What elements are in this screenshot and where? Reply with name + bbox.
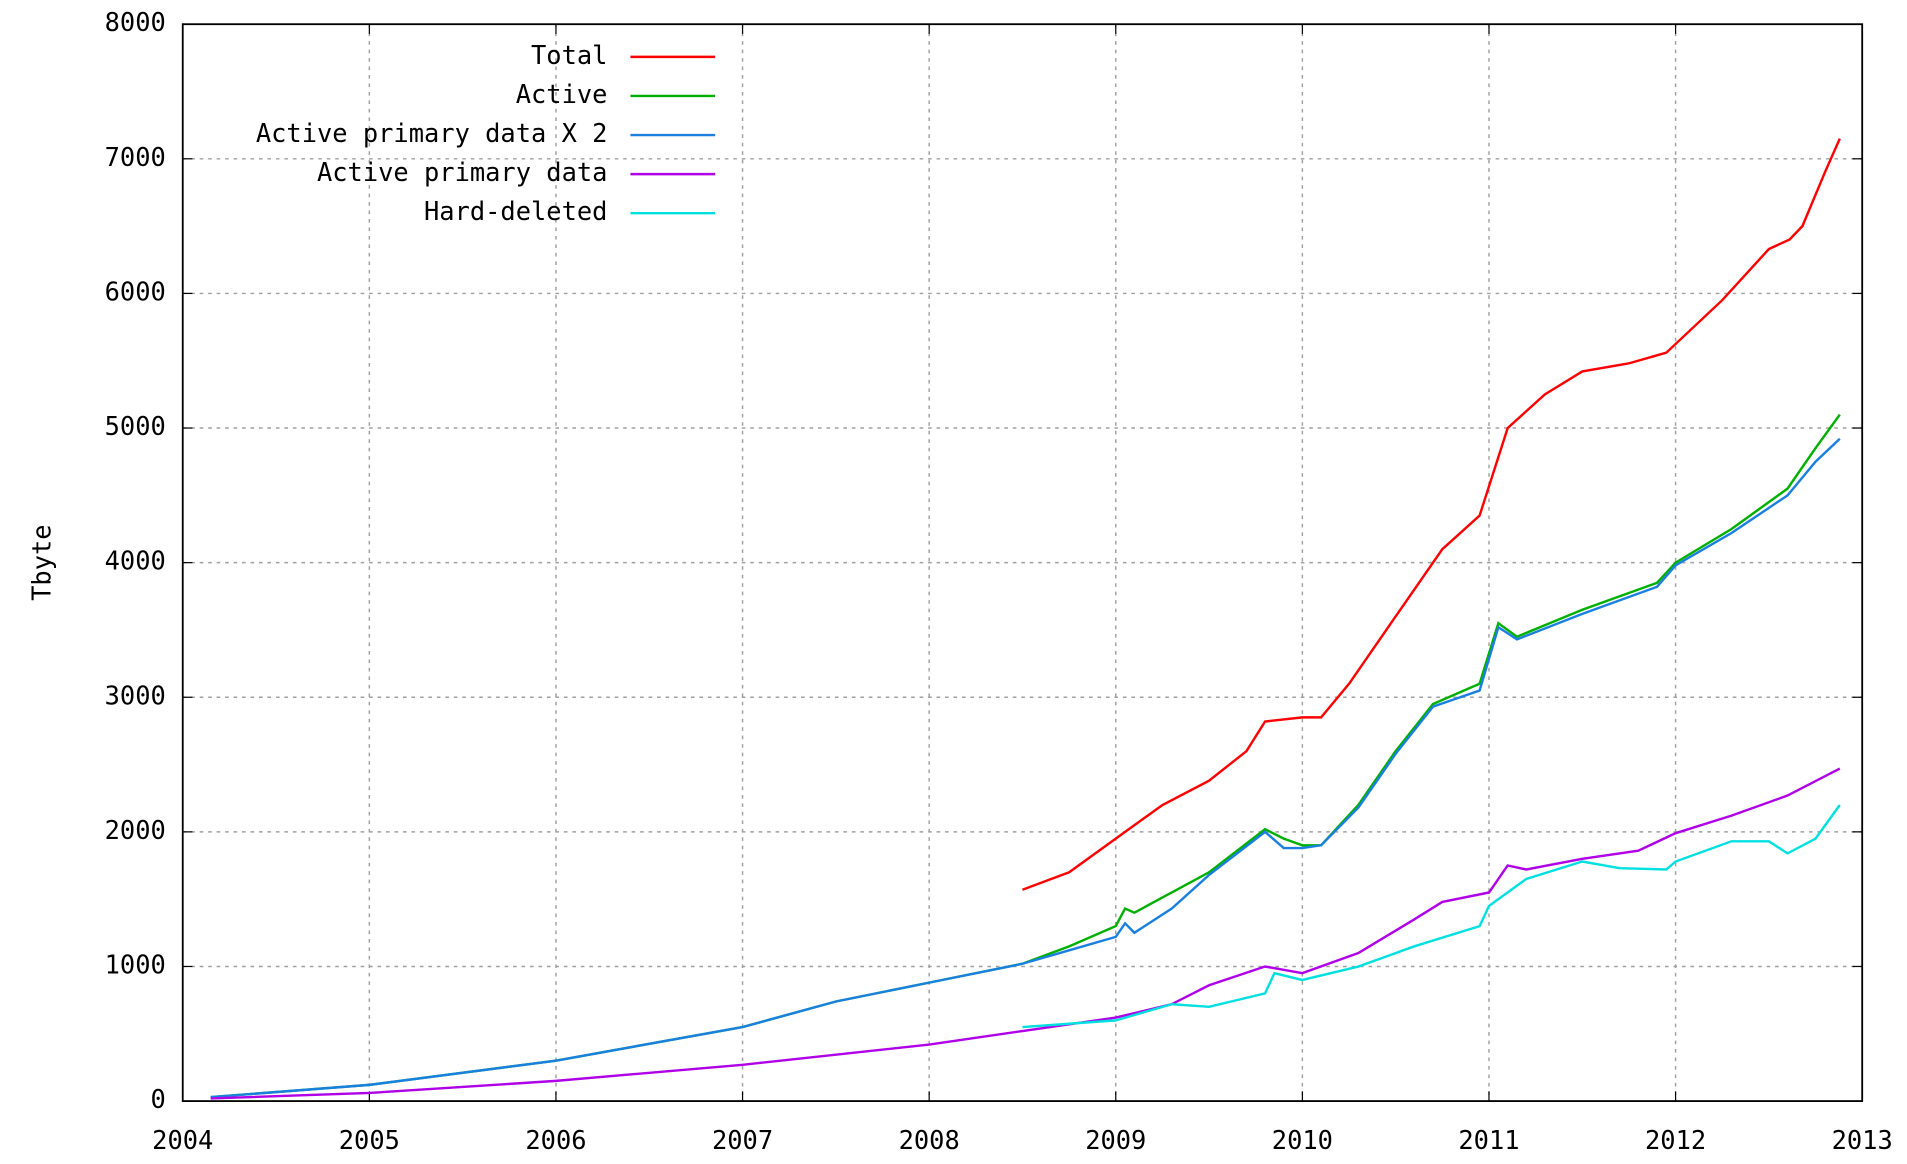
y-tick-label: 6000 bbox=[105, 276, 166, 306]
data-line bbox=[1022, 138, 1841, 891]
x-tick-label: 2009 bbox=[1085, 1125, 1146, 1155]
x-tick-label: 2010 bbox=[1272, 1125, 1333, 1155]
x-tick-label: 2006 bbox=[525, 1125, 586, 1155]
data-line bbox=[210, 413, 1841, 1099]
data-line bbox=[210, 767, 1841, 1100]
x-tick-label: 2007 bbox=[712, 1125, 773, 1155]
x-tick-label: 2005 bbox=[339, 1125, 400, 1155]
legend-label: Hard-deleted bbox=[424, 196, 607, 226]
y-tick-label: 0 bbox=[151, 1084, 166, 1114]
y-tick-label: 1000 bbox=[105, 949, 166, 979]
x-tick-label: 2004 bbox=[152, 1125, 213, 1155]
legend-label: Active primary data bbox=[317, 157, 607, 187]
x-tick-label: 2012 bbox=[1645, 1125, 1706, 1155]
legend-label: Active primary data X 2 bbox=[256, 118, 608, 148]
x-tick-label: 2008 bbox=[899, 1125, 960, 1155]
legend-label: Total bbox=[531, 40, 607, 70]
y-tick-label: 3000 bbox=[105, 680, 166, 710]
x-tick-label: 2011 bbox=[1458, 1125, 1519, 1155]
y-tick-label: 2000 bbox=[105, 815, 166, 845]
y-tick-label: 8000 bbox=[105, 7, 166, 37]
data-line bbox=[210, 437, 1841, 1099]
y-axis-label: Tbyte bbox=[27, 524, 57, 600]
legend-label: Active bbox=[516, 79, 608, 109]
y-tick-label: 4000 bbox=[105, 546, 166, 576]
plot-frame bbox=[181, 23, 1864, 1102]
data-line bbox=[1022, 804, 1841, 1029]
y-tick-label: 7000 bbox=[105, 142, 166, 172]
x-tick-label: 2013 bbox=[1832, 1125, 1893, 1155]
y-tick-label: 5000 bbox=[105, 411, 166, 441]
